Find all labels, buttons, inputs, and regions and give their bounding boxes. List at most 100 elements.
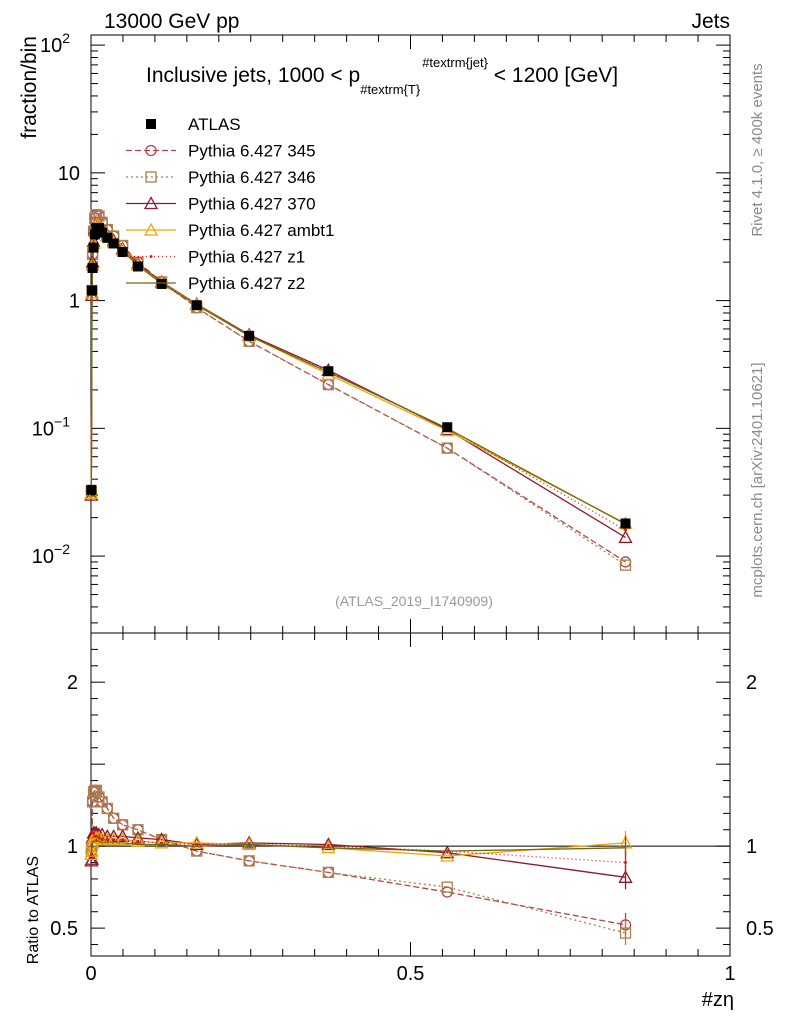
header-energy: 13000 GeV pp	[104, 10, 239, 33]
ratio-point-4	[94, 834, 98, 838]
ratio-point-4	[326, 844, 330, 848]
ratio-point-4	[105, 838, 109, 842]
series-layer	[84, 209, 633, 571]
legend-marker	[146, 119, 156, 129]
main-panel-frame	[90, 34, 731, 634]
ratio-line-4	[90, 832, 626, 864]
ratio-point-1	[243, 855, 255, 867]
ratio-point-4	[112, 838, 116, 842]
ratio-point-4	[89, 852, 93, 856]
ratio-tick-label-right: 0.5	[746, 918, 774, 940]
ratio-line-0	[90, 789, 626, 926]
ratio-point-3	[84, 846, 99, 860]
ratio-point-3	[130, 833, 146, 847]
data-point	[87, 262, 98, 273]
ratio-tick-label: 2	[67, 672, 78, 694]
data-point	[442, 422, 453, 433]
x-tick-label: 1	[724, 963, 735, 985]
data-point	[88, 242, 99, 253]
y-tick-label: 1	[69, 291, 80, 313]
mcplots-label: mcplots.cern.ch [arXiv:2401.10621]	[749, 362, 766, 597]
title-range: < 1200 [GeV]	[488, 64, 618, 87]
x-tick-label: 0	[85, 963, 96, 985]
ratio-point-1	[101, 802, 113, 815]
ratio-point-4	[97, 836, 101, 840]
y-tick-label: 10−2	[32, 541, 70, 568]
legend-marker	[145, 144, 157, 157]
title-subscript: #textrm{T}	[360, 82, 421, 97]
ratio-line-1	[90, 789, 626, 934]
legend-label: Pythia 6.427 z1	[188, 248, 305, 267]
ratio-point-4	[195, 843, 199, 847]
ratio-point-4	[92, 831, 96, 835]
analysis-id: (ATLAS_2019_I1740909)	[335, 593, 493, 609]
legend-label: Pythia 6.427 370	[188, 195, 316, 214]
data-point	[89, 229, 100, 240]
y-tick-label: 10−1	[32, 413, 70, 440]
data-point	[132, 261, 143, 272]
data-point	[97, 227, 108, 238]
rivet-label: Rivet 4.1.0, ≥ 400k events	[749, 63, 766, 236]
data-point	[323, 366, 334, 377]
ratio-tick-label: 1	[67, 836, 78, 858]
header-channel: Jets	[691, 10, 730, 33]
x-axis-label: #zη	[702, 989, 734, 1011]
series-point-1	[93, 210, 105, 222]
ratio-point-3	[115, 832, 130, 846]
ratio-point-4	[100, 838, 104, 842]
series-point-4	[624, 528, 628, 532]
legend-marker	[143, 222, 159, 236]
legend-marker	[145, 171, 157, 183]
x-tick-label: 0.5	[397, 963, 425, 985]
series-line-5	[90, 225, 626, 525]
series-line-3	[90, 223, 626, 525]
ratio-point-3	[84, 843, 100, 857]
ratio-point-2	[242, 835, 257, 849]
legend-marker	[149, 255, 153, 258]
ratio-tick-label: 0.5	[50, 918, 78, 940]
data-point	[244, 330, 255, 341]
data-point	[620, 518, 631, 529]
data-point	[86, 484, 97, 495]
legend-marker	[143, 196, 159, 210]
ratio-point-2	[106, 828, 121, 842]
ratio-point-2	[115, 828, 130, 842]
ratio-point-3	[154, 835, 169, 849]
ratio-point-2	[440, 845, 455, 859]
data-point	[156, 278, 167, 289]
series-line-4	[90, 224, 626, 531]
ratio-point-2	[130, 830, 146, 844]
ratio-axis-label: Ratio to ATLAS	[25, 856, 42, 964]
ratio-point-1	[108, 812, 120, 824]
plot-title: Inclusive jets, 1000 < p#textrm{T}#textr…	[146, 55, 618, 97]
ratio-point-3	[440, 848, 455, 862]
ratio-line-5	[90, 840, 626, 855]
ratio-point-2	[189, 837, 204, 851]
data-point	[86, 285, 97, 296]
ratio-point-1	[90, 784, 103, 797]
title-main: Inclusive jets, 1000 < p	[146, 64, 360, 87]
legend: ATLAS Pythia 6.427 345 Pythia 6.427 346 Pyt…	[126, 115, 334, 293]
series-line-2	[90, 222, 626, 538]
title-superscript: #textrm{jet}	[422, 55, 488, 70]
ratio-panel-frame	[90, 632, 731, 957]
ratio-point-2	[321, 837, 336, 851]
axis-ticks: 0 0.5 1 10−2 10−1 1 10 102 0.5 0.5 1 1 2 2	[32, 30, 774, 985]
ratio-tick-label-right: 2	[746, 672, 757, 694]
legend-label: ATLAS	[188, 115, 241, 134]
legend-label: Pythia 6.427 345	[188, 142, 316, 161]
ratio-tick-label-right: 1	[746, 836, 757, 858]
ratio-point-4	[136, 839, 140, 843]
y-axis-label: fraction/bin	[18, 36, 41, 139]
series-point-1	[441, 442, 453, 454]
ratio-point-3	[189, 835, 204, 849]
ratio-point-4	[121, 838, 125, 842]
ratio-layer	[84, 784, 730, 946]
series-line-1	[90, 213, 626, 566]
legend-label: Pythia 6.427 346	[188, 168, 316, 187]
data-point	[108, 238, 119, 249]
ratio-line-2	[90, 832, 626, 878]
data-point	[117, 247, 128, 258]
series-point-2	[618, 530, 633, 544]
